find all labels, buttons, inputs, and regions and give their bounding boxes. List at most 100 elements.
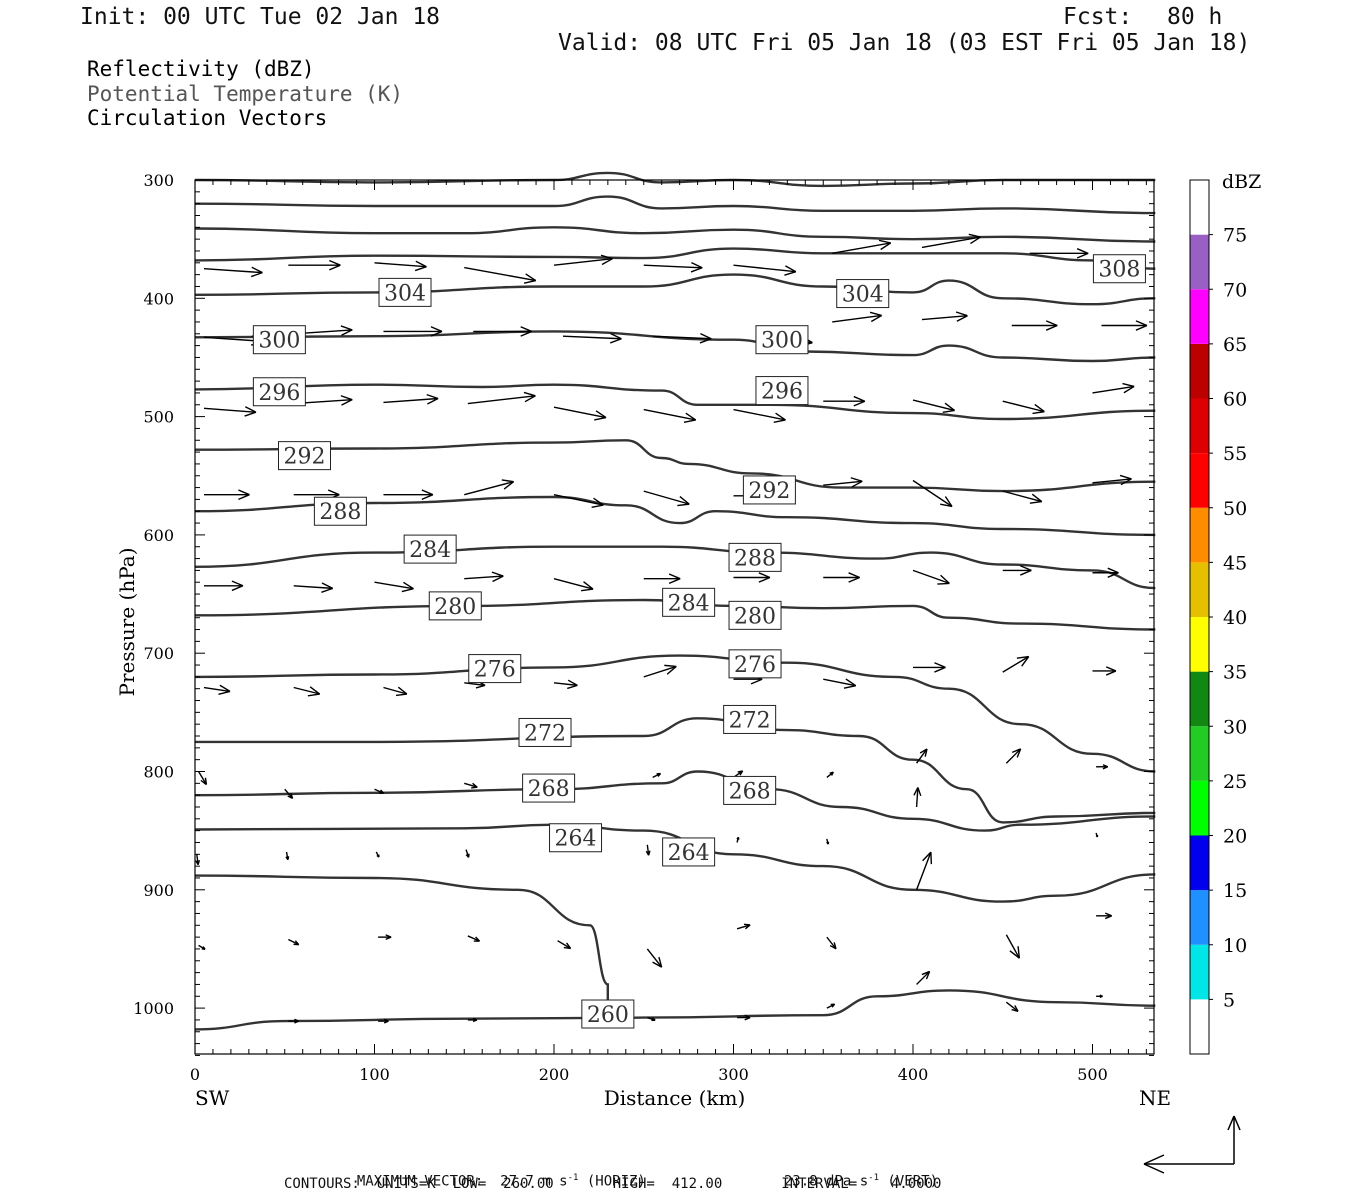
contour-label: 276 bbox=[468, 654, 522, 684]
circulation-vector bbox=[464, 571, 504, 583]
colorbar-level-label: 25 bbox=[1223, 771, 1247, 793]
contour-label-text: 284 bbox=[668, 591, 710, 616]
contour-label: 292 bbox=[277, 441, 331, 471]
forecast-label: Fcst: bbox=[1063, 4, 1133, 30]
contour-label-box bbox=[581, 999, 635, 1029]
contour-label-box bbox=[522, 773, 576, 803]
circulation-vector bbox=[284, 788, 294, 799]
contour-label: 284 bbox=[662, 587, 716, 617]
contour-label-box bbox=[662, 587, 716, 617]
contour-label-text: 268 bbox=[729, 779, 771, 804]
circulation-vector bbox=[652, 332, 712, 344]
contour-label-text: 304 bbox=[842, 283, 884, 308]
contour-label-box bbox=[662, 837, 716, 867]
theta-contour-288 bbox=[194, 495, 1156, 537]
reference-vector-icon bbox=[1143, 1115, 1241, 1174]
y-tick-label: 800 bbox=[143, 763, 174, 782]
circulation-vector bbox=[916, 748, 928, 764]
circulation-vector bbox=[832, 311, 882, 323]
contour-label-box bbox=[468, 654, 522, 684]
contour-label-text: 292 bbox=[748, 479, 790, 504]
circulation-vector bbox=[1005, 934, 1021, 959]
contour-label-text: 300 bbox=[761, 329, 803, 354]
circulation-vector bbox=[921, 311, 968, 322]
contour-label-box bbox=[378, 277, 432, 307]
contour-label-text: 308 bbox=[1098, 258, 1140, 283]
circulation-vector bbox=[823, 572, 860, 583]
colorbar-level-label: 65 bbox=[1223, 334, 1247, 356]
colorbar-swatch bbox=[1190, 617, 1209, 672]
contour-label: 268 bbox=[723, 775, 777, 805]
circulation-vector bbox=[1002, 565, 1032, 576]
contour-label-text: 288 bbox=[734, 546, 776, 571]
contour-label: 260 bbox=[581, 999, 635, 1029]
contour-label: 272 bbox=[518, 717, 572, 747]
theta-contour-264 bbox=[194, 874, 609, 1009]
colorbar: 5 10 15 20 25 30 35 40 45 50 55 60 65 70 75 dBZ bbox=[1189, 171, 1261, 1055]
circulation-vector bbox=[285, 851, 290, 861]
theta-contour-304 bbox=[194, 273, 1156, 306]
colorbar-swatch bbox=[1190, 890, 1209, 945]
contour-label-box bbox=[403, 534, 457, 564]
circulation-vector bbox=[374, 788, 385, 794]
circulation-vector bbox=[823, 477, 863, 488]
field-reflectivity: Reflectivity (dBZ) bbox=[87, 57, 315, 81]
colorbar-level-label: 75 bbox=[1223, 225, 1247, 247]
circulation-vector bbox=[1005, 1001, 1019, 1012]
contour-labels: 304 304 308 300 300 296 296 292 292 288 288 284 284 2… bbox=[252, 254, 1146, 1029]
circulation-vector bbox=[823, 395, 866, 407]
circulation-vector bbox=[203, 406, 257, 417]
circulation-vector bbox=[465, 849, 470, 858]
circulation-vector bbox=[916, 970, 931, 985]
circulation-vector bbox=[736, 923, 751, 930]
max-vector-vert: 23.8 dPa s-1 (VERT) bbox=[783, 1173, 939, 1190]
circulation-vector bbox=[921, 233, 981, 249]
circulation-vector bbox=[383, 393, 439, 405]
contour-label-box bbox=[728, 600, 782, 630]
colorbar-swatch bbox=[1190, 398, 1209, 454]
circulation-vector bbox=[553, 577, 594, 592]
max-vector-horiz: MAXIMUM VECTOR: 27.7 m s-1 (HORIZ) bbox=[356, 1173, 646, 1190]
contour-label-box bbox=[252, 325, 306, 355]
colorbar-level-label: 40 bbox=[1223, 607, 1247, 629]
theta-contour-296 bbox=[194, 383, 1156, 421]
circulation-vector bbox=[1095, 832, 1099, 838]
contour-label-text: 260 bbox=[587, 1003, 629, 1028]
theta-contour-320 bbox=[194, 171, 1156, 188]
axes: 300 400 500 600 700 800 900 1000 0 100 200 300 400 50… bbox=[115, 171, 1171, 1110]
circulation-vector bbox=[826, 936, 837, 950]
y-tick-label: 1000 bbox=[133, 999, 174, 1018]
theta-contour-316 bbox=[194, 195, 1156, 215]
circulation-vector bbox=[733, 572, 771, 583]
circulation-vector bbox=[652, 772, 662, 779]
colorbar-swatch bbox=[1190, 999, 1209, 1054]
colorbar-level-label: 30 bbox=[1223, 716, 1247, 738]
colorbar-level-label: 50 bbox=[1223, 498, 1247, 520]
circulation-vector bbox=[1002, 400, 1045, 415]
contour-label-text: 284 bbox=[409, 538, 451, 563]
contour-label-text: 268 bbox=[528, 777, 570, 802]
contour-label-text: 300 bbox=[258, 329, 300, 354]
circulation-vector bbox=[467, 935, 481, 942]
contour-label-box bbox=[723, 704, 777, 734]
contour-label: 264 bbox=[662, 837, 716, 867]
circulation-vector bbox=[1092, 567, 1119, 578]
contour-label-text: 280 bbox=[734, 604, 776, 629]
colorbar-swatch bbox=[1190, 562, 1209, 617]
colorbar-level-label: 5 bbox=[1223, 989, 1235, 1011]
y-tick-label: 900 bbox=[143, 881, 174, 900]
circulation-vector bbox=[553, 493, 604, 509]
colorbar-swatch bbox=[1190, 453, 1209, 508]
circulation-vector bbox=[383, 686, 408, 697]
circulation-vector bbox=[643, 490, 690, 507]
contour-label-box bbox=[742, 475, 796, 505]
contour-label: 264 bbox=[549, 823, 603, 853]
circulation-vector bbox=[288, 938, 300, 946]
colorbar-units: dBZ bbox=[1222, 171, 1261, 193]
circulation-vector bbox=[826, 1003, 836, 1009]
field-vectors: Circulation Vectors bbox=[87, 106, 328, 130]
circulation-vector bbox=[288, 1018, 300, 1024]
circulation-vector bbox=[203, 489, 250, 500]
contour-label: 304 bbox=[378, 277, 432, 307]
